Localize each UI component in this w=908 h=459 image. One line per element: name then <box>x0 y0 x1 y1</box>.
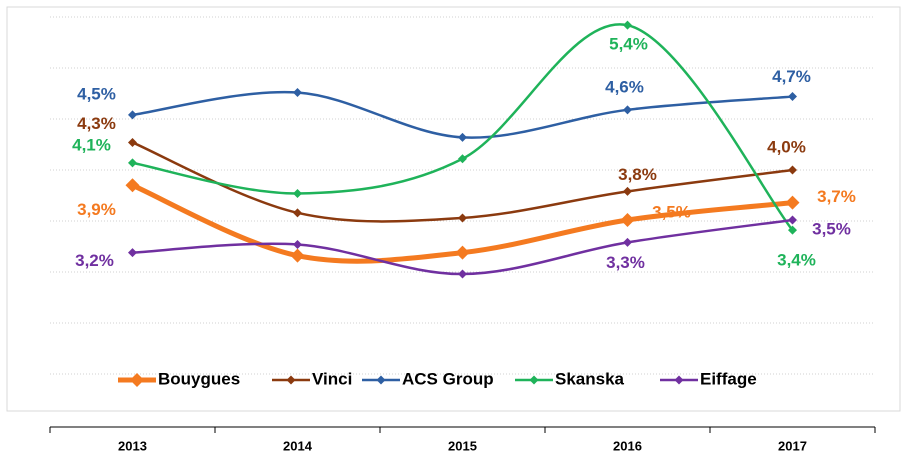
data-label: 4,6% <box>605 77 644 96</box>
data-label: 3,4% <box>777 251 816 270</box>
legend-label: Vinci <box>312 369 352 388</box>
point-marker <box>128 158 137 168</box>
data-label: 3,2% <box>75 251 114 270</box>
point-marker <box>788 92 797 102</box>
point-marker <box>458 154 467 164</box>
legend-marker <box>130 373 144 387</box>
data-label: 4,1% <box>72 135 111 154</box>
x-tick-label: 2013 <box>118 438 147 453</box>
point-marker <box>455 245 470 260</box>
point-marker <box>128 110 137 120</box>
data-label: 3,5% <box>652 202 691 221</box>
chart-frame <box>6 6 901 412</box>
data-label: 5,4% <box>609 35 648 54</box>
point-marker <box>125 178 140 193</box>
point-marker <box>293 239 302 249</box>
series-line <box>132 90 793 139</box>
legend-marker <box>529 375 539 385</box>
point-marker <box>293 188 302 198</box>
data-label: 4,7% <box>772 67 811 86</box>
legend-label: ACS Group <box>402 369 494 388</box>
legend-marker <box>376 375 386 385</box>
point-marker <box>788 225 797 235</box>
point-marker <box>290 248 305 263</box>
data-label: 4,3% <box>77 114 116 133</box>
point-marker <box>293 208 302 218</box>
point-marker <box>620 212 635 227</box>
point-marker <box>128 248 137 258</box>
legend-marker <box>674 375 684 385</box>
legend-label: Bouygues <box>158 369 240 388</box>
legend-label: Eiffage <box>700 369 757 388</box>
data-label: 3,9% <box>77 200 116 219</box>
data-label: 4,0% <box>767 137 806 156</box>
data-label: 3,8% <box>618 165 657 184</box>
x-tick-label: 2014 <box>283 438 313 453</box>
point-marker <box>458 269 467 279</box>
series-line <box>132 23 794 231</box>
point-marker <box>623 105 632 115</box>
point-marker <box>293 87 302 97</box>
data-label: 3,5% <box>812 219 851 238</box>
point-marker <box>623 237 632 247</box>
point-marker <box>623 20 632 30</box>
point-marker <box>785 195 800 210</box>
legend-label: Skanska <box>555 369 625 388</box>
point-marker <box>458 213 467 223</box>
point-marker <box>128 137 137 147</box>
data-label: 3,3% <box>606 253 645 272</box>
x-tick-label: 2017 <box>778 438 807 453</box>
x-tick-label: 2015 <box>448 438 477 453</box>
data-label: 4,5% <box>77 84 116 103</box>
x-tick-label: 2016 <box>613 438 642 453</box>
point-marker <box>788 165 797 175</box>
point-marker <box>623 186 632 196</box>
data-label: 3,7% <box>817 187 856 206</box>
point-marker <box>788 215 797 225</box>
point-marker <box>458 132 467 142</box>
legend-marker <box>286 375 296 385</box>
